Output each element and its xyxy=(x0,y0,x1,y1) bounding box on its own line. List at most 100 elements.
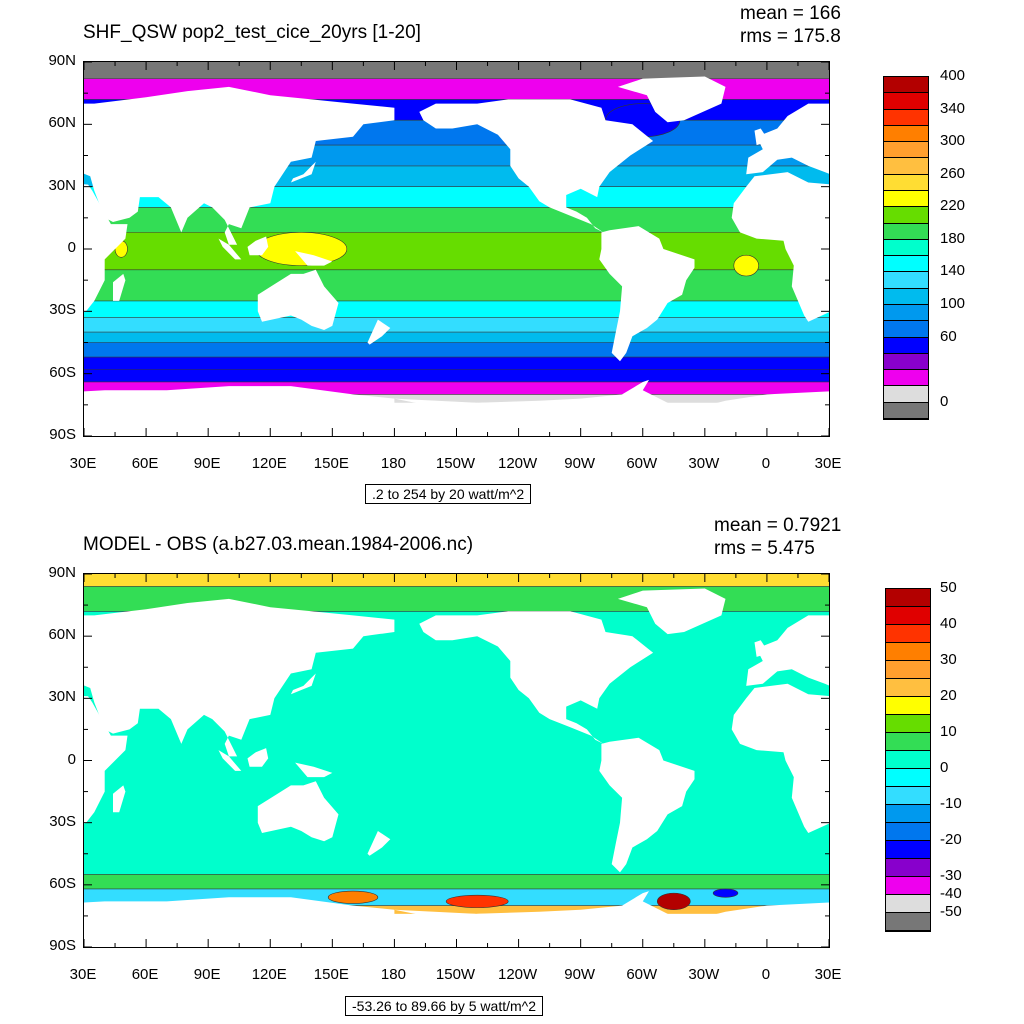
colorbar-label: 30 xyxy=(940,651,957,668)
lon-label: 90E xyxy=(193,455,221,472)
lon-label: 30E xyxy=(69,455,97,472)
colorbar-box xyxy=(884,158,928,175)
lat-label: 90S xyxy=(49,426,76,443)
colorbar-box xyxy=(884,402,928,419)
land-australia xyxy=(257,269,339,330)
colorbar-box xyxy=(886,733,930,751)
panel-bottom-model-obs: MODEL - OBS (a.b27.03.mean.1984-2006.nc)… xyxy=(0,512,1024,1024)
map-svg xyxy=(84,62,829,436)
land-new-guinea xyxy=(295,251,333,266)
panel-top-shf-qsw: SHF_QSW pop2_test_cice_20yrs [1-20] mean… xyxy=(48,3,966,504)
colorbar-label: -30 xyxy=(940,867,962,884)
contour-info-box: .2 to 254 by 20 watt/m^2 xyxy=(365,484,532,504)
land-eurasia xyxy=(84,86,395,245)
mean-value: mean = 166 xyxy=(740,3,841,24)
land-japan xyxy=(290,161,316,183)
colorbar-label: 50 xyxy=(940,579,957,596)
colorbar-box xyxy=(884,142,928,159)
colorbar-label: 60 xyxy=(940,327,957,345)
colorbar-box xyxy=(886,643,930,661)
lat-label: 60N xyxy=(48,114,76,132)
lon-label: 0 xyxy=(761,966,771,983)
field-zone xyxy=(84,300,829,318)
colorbar-box xyxy=(884,353,928,371)
colorbar-label: 100 xyxy=(940,295,966,312)
map-area xyxy=(83,61,830,437)
land-south-america xyxy=(599,737,695,873)
colorbar-box xyxy=(884,125,928,143)
lon-label: 90W xyxy=(564,455,596,472)
colorbar-box xyxy=(884,370,928,387)
colorbar-box xyxy=(886,805,930,823)
lon-label: 120W xyxy=(497,966,538,983)
colorbar-box xyxy=(884,239,928,257)
colorbar-label: -10 xyxy=(940,795,962,812)
lon-label: 180 xyxy=(380,455,406,472)
land-antarctica xyxy=(84,386,395,436)
lon-label: 30E xyxy=(814,966,842,983)
colorbar-label: 300 xyxy=(940,132,966,150)
colorbar-box xyxy=(884,174,928,191)
lon-label: 60E xyxy=(131,455,159,472)
field-patch xyxy=(712,888,739,898)
colorbar xyxy=(883,76,929,420)
colorbar-box xyxy=(886,679,930,697)
colorbar-label: 20 xyxy=(940,687,957,704)
lat-label: 30S xyxy=(49,812,76,830)
field-zone xyxy=(84,232,829,270)
lon-label: 90E xyxy=(193,966,221,983)
land-britain xyxy=(754,128,772,146)
colorbar-label: 340 xyxy=(940,99,966,117)
field-zone xyxy=(84,905,829,914)
field-zone xyxy=(84,332,829,343)
land-new-zealand xyxy=(367,831,391,856)
land-eurasia xyxy=(84,598,395,757)
land-north-america xyxy=(419,611,654,744)
colorbar-box xyxy=(886,697,930,715)
lon-label: 60W xyxy=(626,455,658,472)
colorbar-box xyxy=(884,109,928,126)
field-zone xyxy=(84,317,829,333)
field-patch xyxy=(255,232,348,266)
colorbar-box xyxy=(884,305,928,322)
map-area xyxy=(83,573,830,948)
land-africa xyxy=(731,172,829,322)
lon-label: 30E xyxy=(814,455,842,472)
colorbar-box xyxy=(886,895,930,913)
field-zone xyxy=(84,342,829,358)
lon-label: 120W xyxy=(497,455,538,472)
lon-label: 150W xyxy=(435,455,476,472)
colorbar-box xyxy=(886,841,930,859)
rms-value: rms = 5.475 xyxy=(714,538,815,559)
lon-label: 90W xyxy=(564,966,596,983)
land-north-america xyxy=(419,99,654,233)
lat-label: 60N xyxy=(48,626,76,644)
colorbar-box xyxy=(886,859,930,877)
lon-label: 150E xyxy=(313,966,349,983)
land-africa xyxy=(84,695,128,824)
land-greenland xyxy=(617,588,726,635)
lon-label: 0 xyxy=(761,455,771,472)
colorbar-box xyxy=(886,607,930,625)
colorbar-box xyxy=(886,877,930,895)
lon-label: 120E xyxy=(251,966,287,983)
land-antarctica xyxy=(394,379,829,421)
colorbar-box xyxy=(886,661,930,679)
mean-value: mean = 0.7921 xyxy=(714,515,842,536)
colorbar-box xyxy=(886,769,930,787)
colorbar-box xyxy=(886,787,930,805)
colorbar-label: -40 xyxy=(940,885,962,902)
land-south-america xyxy=(599,226,695,362)
contour-info-box: -53.26 to 89.66 by 5 watt/m^2 xyxy=(345,996,544,1016)
colorbar-box xyxy=(884,77,928,94)
field-patch xyxy=(327,890,379,904)
lat-label: 90N xyxy=(48,564,76,581)
colorbar-box xyxy=(884,272,928,289)
rms-value: rms = 175.8 xyxy=(740,26,841,47)
lon-label: 120E xyxy=(251,455,287,472)
field-zone xyxy=(84,874,829,889)
lat-label: 30S xyxy=(49,301,76,319)
land-madagascar xyxy=(113,785,126,813)
land-sumatra xyxy=(218,750,242,771)
colorbar-label: 260 xyxy=(940,164,966,182)
